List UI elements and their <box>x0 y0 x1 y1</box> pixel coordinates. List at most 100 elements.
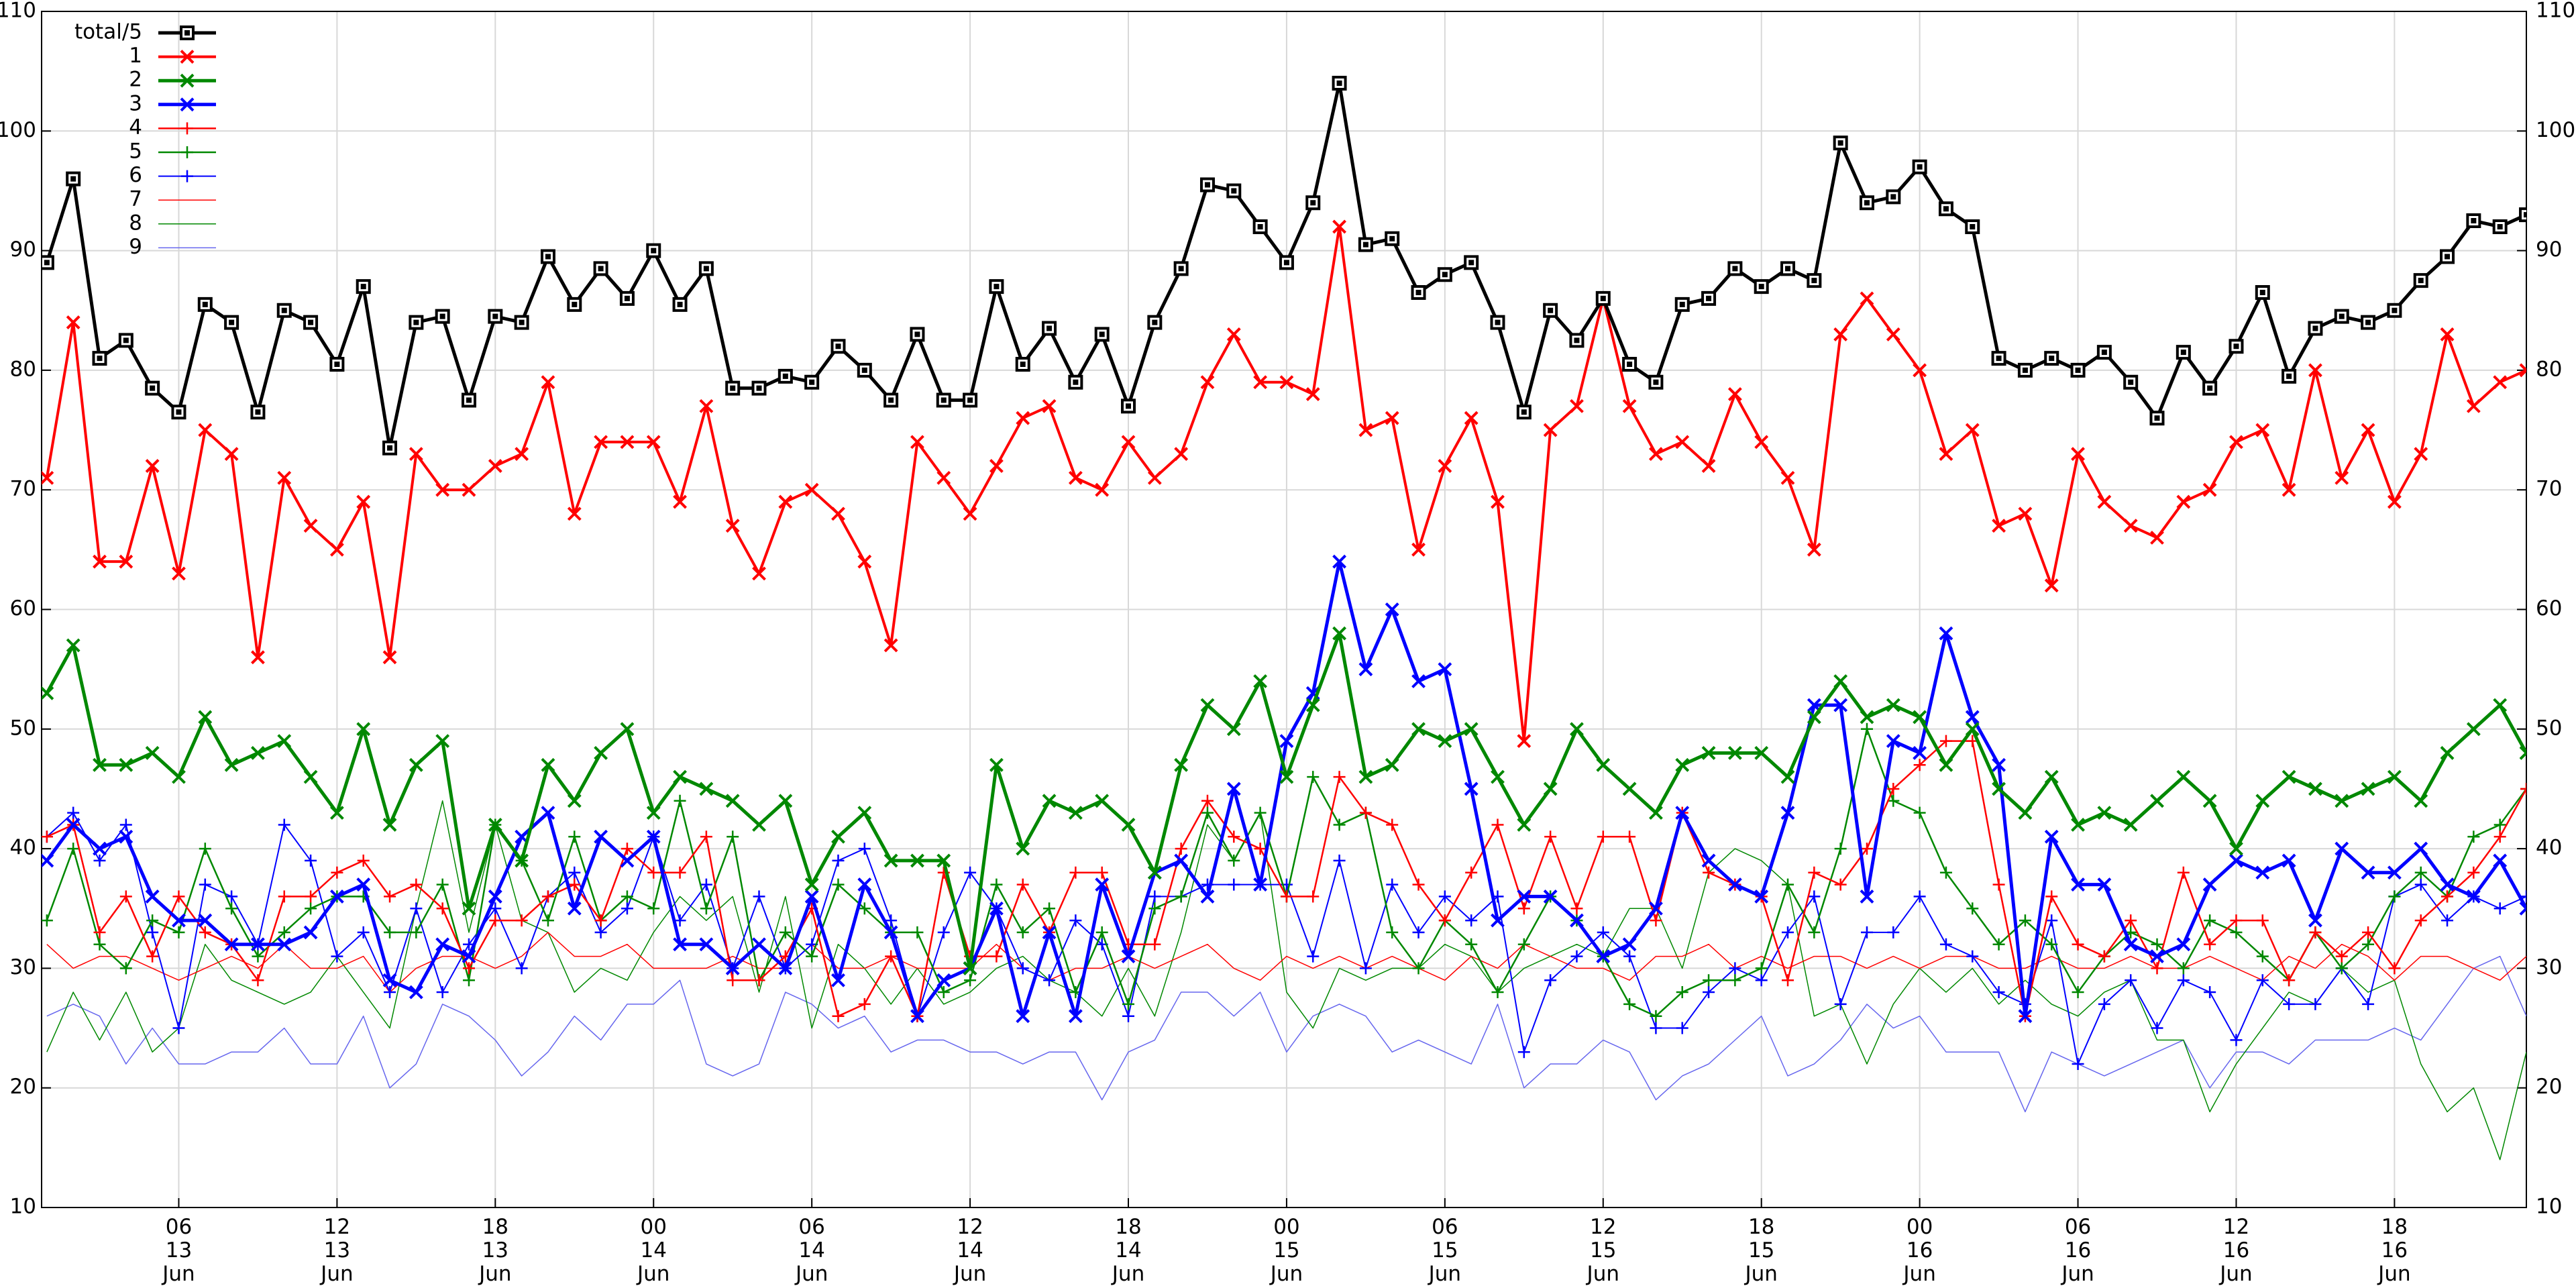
marker <box>2414 447 2428 462</box>
marker <box>779 926 792 938</box>
marker <box>198 423 213 437</box>
marker <box>990 878 1003 891</box>
marker <box>1887 926 1900 938</box>
marker <box>1833 698 1848 712</box>
marker <box>1358 423 1373 437</box>
marker <box>1095 482 1110 497</box>
marker <box>1412 926 1425 938</box>
x-tick-label: 12 14 Jun <box>953 1215 987 1286</box>
y2-tick-label: 30 <box>2536 955 2562 979</box>
marker <box>1860 291 1874 306</box>
marker <box>1095 926 1108 938</box>
marker <box>1675 806 1690 820</box>
marker <box>541 757 555 772</box>
marker <box>92 351 107 366</box>
marker <box>384 926 396 938</box>
marker <box>2466 722 2481 737</box>
marker <box>1517 938 1530 951</box>
marker <box>1992 938 2005 951</box>
marker <box>1650 1010 1662 1022</box>
marker <box>911 926 924 938</box>
marker <box>435 734 450 749</box>
marker <box>1517 902 1530 915</box>
x-tick-label: 06 13 Jun <box>162 1215 195 1286</box>
marker <box>620 435 635 449</box>
legend-marker <box>180 97 195 112</box>
marker <box>727 974 739 987</box>
marker <box>2018 506 2033 521</box>
marker <box>384 986 396 999</box>
marker <box>172 1022 185 1034</box>
marker <box>2519 746 2526 760</box>
marker <box>303 925 318 940</box>
marker <box>832 1010 845 1022</box>
marker <box>1939 735 1952 747</box>
marker <box>1042 794 1057 808</box>
marker <box>2520 890 2526 903</box>
marker <box>252 974 264 987</box>
marker <box>1438 734 1452 749</box>
marker <box>2071 447 2085 462</box>
x-tick-label: 06 14 Jun <box>795 1215 828 1286</box>
marker <box>727 830 739 843</box>
marker <box>699 782 714 796</box>
y2-tick-label: 60 <box>2536 596 2562 621</box>
marker <box>568 878 581 891</box>
marker <box>1675 435 1690 449</box>
marker <box>1437 267 1452 282</box>
marker <box>1226 327 1241 341</box>
marker <box>1305 195 1321 211</box>
legend-label: 5 <box>129 140 142 164</box>
marker <box>2308 913 2322 928</box>
marker <box>1703 974 1715 987</box>
marker <box>619 290 635 306</box>
marker <box>752 566 766 581</box>
marker <box>936 392 951 408</box>
marker <box>305 854 317 867</box>
marker <box>804 890 819 904</box>
marker <box>277 734 292 749</box>
marker <box>409 447 423 462</box>
marker <box>1649 447 1663 462</box>
marker <box>2520 782 2526 795</box>
marker <box>410 878 423 891</box>
marker <box>2493 375 2508 390</box>
marker <box>2072 1058 2084 1071</box>
marker <box>410 926 423 938</box>
y2-tick-label: 90 <box>2536 237 2562 262</box>
marker <box>567 506 582 521</box>
marker <box>804 482 819 497</box>
marker <box>1279 255 1294 270</box>
marker <box>2283 974 2296 987</box>
marker <box>2071 818 2085 832</box>
series <box>42 75 2526 455</box>
marker <box>42 255 54 270</box>
marker <box>1333 818 1346 831</box>
marker <box>172 926 185 938</box>
y2-tick-label: 100 <box>2536 118 2575 142</box>
marker <box>1570 398 1584 413</box>
marker <box>832 854 845 867</box>
marker <box>594 435 608 449</box>
marker <box>1544 830 1557 843</box>
marker <box>1676 986 1688 999</box>
marker <box>752 818 766 832</box>
marker <box>1886 189 1901 205</box>
series <box>46 955 2526 1113</box>
x-tick-label: 18 16 Jun <box>2378 1215 2411 1286</box>
marker <box>2019 914 2031 927</box>
marker <box>753 974 765 987</box>
marker <box>673 769 687 784</box>
marker <box>93 854 106 867</box>
marker <box>2493 853 2508 868</box>
marker <box>1148 890 1161 903</box>
marker <box>93 757 107 772</box>
marker <box>66 171 81 186</box>
marker <box>963 392 978 408</box>
marker <box>1780 769 1795 784</box>
marker <box>2335 962 2348 975</box>
marker <box>145 459 160 473</box>
marker <box>699 398 714 413</box>
marker <box>778 494 793 509</box>
